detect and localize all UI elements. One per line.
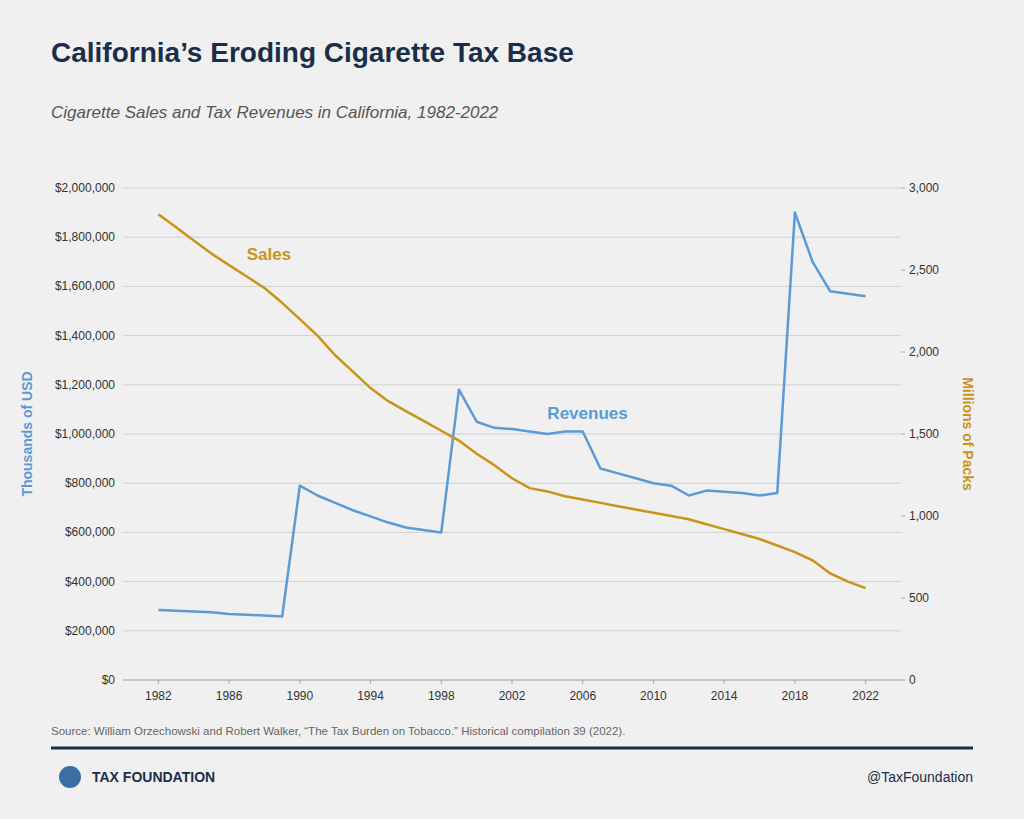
y-tick-label: $1,200,000 (55, 378, 115, 392)
y2-tick-label: 2,500 (909, 263, 939, 277)
y2-tick (901, 434, 905, 435)
x-tick (229, 680, 230, 684)
footer-brand: TAX FOUNDATION (92, 769, 215, 785)
x-tick-label: 2010 (640, 689, 667, 703)
y2-tick (901, 680, 905, 681)
y2-tick-label: 1,500 (909, 427, 939, 441)
separator (51, 747, 973, 750)
y-tick-label: $800,000 (65, 476, 115, 490)
x-tick (724, 680, 725, 684)
footer-handle: @TaxFoundation (867, 769, 973, 785)
grid (123, 188, 901, 680)
x-tick (794, 680, 795, 684)
background (0, 0, 1024, 819)
y-tick-label: $600,000 (65, 525, 115, 539)
x-tick-label: 2014 (711, 689, 738, 703)
grid-line (123, 680, 901, 681)
grid-line (123, 188, 901, 189)
grid-line (123, 630, 901, 631)
annotation: Sales (247, 245, 291, 264)
y2-tick (901, 188, 905, 189)
grid-line (123, 286, 901, 287)
x-tick (582, 680, 583, 684)
grid-line (123, 434, 901, 435)
grid-line (123, 581, 901, 582)
plot-area (158, 213, 865, 617)
y-tick-label: $200,000 (65, 624, 115, 638)
x-tick-label: 1998 (428, 689, 455, 703)
y-tick-label: $2,000,000 (55, 181, 115, 195)
y2-tick (901, 516, 905, 517)
x-tick-label: 2022 (852, 689, 879, 703)
y2-tick-label: 3,000 (909, 181, 939, 195)
y2-tick-label: 2,000 (909, 345, 939, 359)
y2-tick (901, 352, 905, 353)
title: California’s Eroding Cigarette Tax Base (51, 37, 574, 68)
x-tick-label: 1994 (357, 689, 384, 703)
series-line (158, 213, 865, 617)
annotation: Revenues (547, 404, 627, 423)
y-tick-label: $1,600,000 (55, 279, 115, 293)
grid-line (123, 483, 901, 484)
x-tick (865, 680, 866, 684)
y-tick-label: $1,400,000 (55, 329, 115, 343)
x-tick-label: 1982 (145, 689, 172, 703)
x-tick (653, 680, 654, 684)
y-axis-label: Thousands of USD (19, 371, 35, 496)
x-tick (512, 680, 513, 684)
x-tick (370, 680, 371, 684)
grid-line (123, 532, 901, 533)
x-axis-line (123, 680, 901, 681)
x-tick (158, 680, 159, 684)
x-tick-label: 2002 (499, 689, 526, 703)
x-tick (299, 680, 300, 684)
y2-axis-label: Millions of Packs (960, 377, 976, 491)
series-line (158, 214, 865, 588)
y2-tick-label: 1,000 (909, 509, 939, 523)
y-tick-label: $1,800,000 (55, 230, 115, 244)
y-tick-label: $400,000 (65, 575, 115, 589)
y2-tick-label: 0 (909, 673, 916, 687)
grid-line (123, 335, 901, 336)
y2-tick (901, 598, 905, 599)
y-tick-label: $1,000,000 (55, 427, 115, 441)
x-tick-label: 2018 (782, 689, 809, 703)
subtitle: Cigarette Sales and Tax Revenues in Cali… (51, 103, 499, 122)
grid-line (123, 237, 901, 238)
x-tick-label: 2006 (569, 689, 596, 703)
y2-tick (901, 270, 905, 271)
source: Source: William Orzechowski and Robert W… (51, 725, 625, 737)
y2-tick-label: 500 (909, 591, 929, 605)
x-tick-label: 1986 (216, 689, 243, 703)
x-tick (441, 680, 442, 684)
logo (59, 766, 81, 788)
y-tick-label: $0 (102, 673, 116, 687)
x-tick-label: 1990 (286, 689, 313, 703)
